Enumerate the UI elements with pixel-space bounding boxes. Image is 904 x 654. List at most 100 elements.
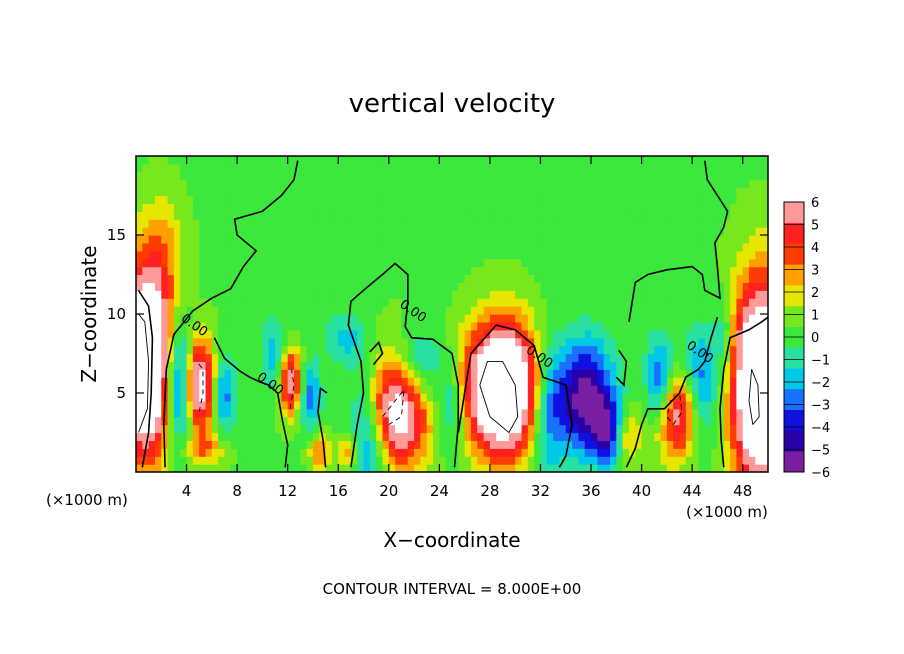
heatmap-cell [647,242,655,252]
heatmap-cell [483,266,491,276]
heatmap-cell [483,195,491,204]
heatmap-cell [414,448,421,457]
heatmap-cell [256,448,263,457]
heatmap-cell [211,329,219,339]
heatmap-cell [711,393,719,402]
heatmap-cell [508,314,516,323]
heatmap-cell [230,187,238,197]
heatmap-cell [388,211,396,220]
heatmap-cell [654,179,662,189]
heatmap-cell [136,377,143,386]
heatmap-cell [565,440,573,449]
heatmap-cell [679,314,687,323]
heatmap-cell [243,171,251,181]
heatmap-cell [154,432,162,441]
heatmap-cell [382,282,390,291]
heatmap-cell [546,448,554,457]
heatmap-cell [211,408,219,418]
heatmap-cell [142,400,150,410]
heatmap-cell [660,353,668,362]
heatmap-cell [464,440,472,449]
heatmap-cell [736,187,744,197]
heatmap-cell [692,235,700,244]
heatmap-cell [546,187,554,197]
heatmap-cell [616,456,624,465]
heatmap-cell [616,306,624,315]
heatmap-cell [319,274,327,283]
heatmap-cell [300,235,308,244]
heatmap-cell [445,306,453,315]
heatmap-cell [294,361,301,370]
heatmap-cell [199,171,207,181]
heatmap-cell [685,235,693,244]
heatmap-cell [439,464,447,472]
heatmap-cell [616,385,624,394]
heatmap-cell [591,377,598,386]
heatmap-cell [508,353,516,362]
heatmap-cell [331,369,339,378]
heatmap-cell [224,266,232,276]
heatmap-cell [742,314,750,323]
heatmap-cell [294,203,301,212]
heatmap-cell [635,377,643,386]
heatmap-cell [306,416,314,426]
heatmap-cell [502,329,510,339]
heatmap-cell [230,266,238,276]
heatmap-cell [382,393,390,402]
heatmap-cell [445,156,453,165]
heatmap-cell [161,377,169,386]
heatmap-cell [287,377,295,386]
heatmap-cell [635,211,643,220]
heatmap-cell [173,400,181,410]
heatmap-cell [515,456,523,465]
heatmap-cell [325,171,333,181]
heatmap-cell [344,440,352,449]
heatmap-cell [692,282,700,291]
heatmap-cell [426,282,434,291]
heatmap-cell [306,408,314,418]
heatmap-cell [331,266,339,276]
heatmap-cell [287,424,295,434]
heatmap-cell [622,179,630,189]
heatmap-cell [546,227,554,236]
heatmap-cell [388,274,396,283]
heatmap-cell [445,440,453,449]
heatmap-cell [312,298,320,307]
heatmap-cell [180,187,188,197]
heatmap-cell [173,258,181,268]
heatmap-cell [426,424,434,434]
heatmap-cell [142,464,150,472]
heatmap-cell [508,393,516,402]
heatmap-cell [439,440,447,449]
heatmap-cell [553,416,561,426]
heatmap-cell [628,314,636,323]
heatmap-cell [584,187,592,197]
heatmap-cell [211,219,219,228]
heatmap-cell [717,361,725,370]
heatmap-cell [527,353,535,362]
heatmap-cell [578,432,586,441]
heatmap-cell [268,298,276,307]
heatmap-cell [603,408,611,418]
heatmap-cell [546,416,554,426]
heatmap-cell [647,329,655,339]
heatmap-cell [508,156,516,165]
heatmap-cell [534,345,542,355]
heatmap-cell [755,242,763,252]
heatmap-cell [369,203,377,212]
heatmap-cell [603,187,611,197]
heatmap-cell [761,385,768,394]
heatmap-cell [300,377,308,386]
heatmap-cell [199,424,207,434]
heatmap-cell [294,219,301,228]
heatmap-cell [508,361,516,370]
heatmap-cell [300,227,308,236]
heatmap-cell [205,361,213,370]
heatmap-cell [148,408,156,418]
heatmap-cell [565,321,573,331]
heatmap-cell [426,329,434,339]
heatmap-cell [300,306,308,315]
heatmap-cell [477,211,485,220]
heatmap-cell [433,298,440,307]
heatmap-cell [641,171,649,181]
